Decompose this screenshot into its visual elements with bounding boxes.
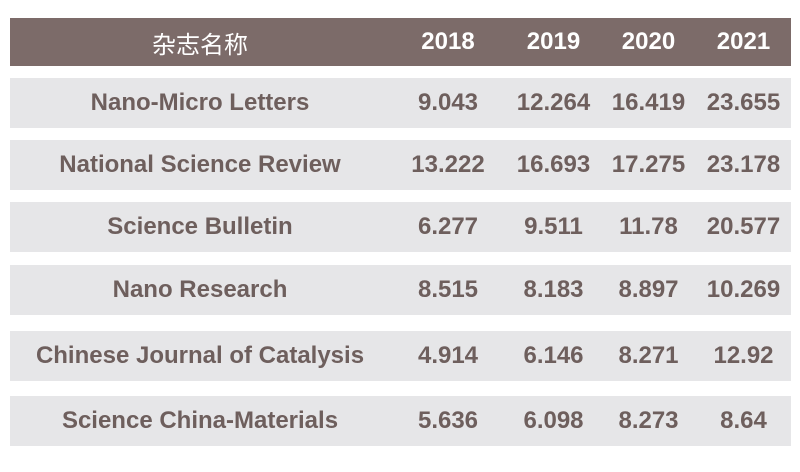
table-row: National Science Review 13.222 16.693 17… bbox=[10, 140, 791, 190]
header-year-2018: 2018 bbox=[421, 28, 475, 55]
header-journal-name: 杂志名称 bbox=[152, 31, 248, 59]
value-2018: 5.636 bbox=[417, 407, 479, 434]
header-year-2019: 2019 bbox=[526, 28, 581, 55]
journal-name: Nano Research bbox=[112, 276, 288, 303]
header-year-2021: 2021 bbox=[716, 28, 771, 55]
value-2021: 12.92 bbox=[713, 342, 774, 369]
value-2021: 23.178 bbox=[706, 151, 781, 178]
value-2018: 4.914 bbox=[417, 342, 479, 369]
value-2021: 10.269 bbox=[706, 276, 781, 303]
value-2020: 16.419 bbox=[611, 89, 686, 116]
journal-name: National Science Review bbox=[59, 151, 341, 178]
value-2021: 8.64 bbox=[720, 407, 767, 434]
header-year-2020: 2020 bbox=[621, 28, 676, 55]
journal-name: Chinese Journal of Catalysis bbox=[35, 342, 365, 369]
table-row: Science Bulletin 6.277 9.511 11.78 20.57… bbox=[10, 202, 791, 252]
value-2019: 6.146 bbox=[523, 342, 584, 369]
value-2020: 8.273 bbox=[618, 407, 679, 434]
value-2019: 9.511 bbox=[524, 213, 583, 240]
table-row: Nano-Micro Letters 9.043 12.264 16.419 2… bbox=[10, 78, 791, 128]
journal-name: Nano-Micro Letters bbox=[90, 89, 310, 116]
value-2021: 20.577 bbox=[706, 213, 781, 240]
journal-name: Science China-Materials bbox=[61, 407, 339, 434]
table-row: Chinese Journal of Catalysis 4.914 6.146… bbox=[10, 331, 791, 381]
value-2019: 8.183 bbox=[523, 276, 584, 303]
value-2018: 9.043 bbox=[417, 89, 479, 116]
table-header: 杂志名称 2018 2019 2020 2021 bbox=[10, 18, 791, 66]
journal-name: Science Bulletin bbox=[107, 213, 293, 240]
value-2019: 12.264 bbox=[516, 89, 591, 116]
value-2020: 8.897 bbox=[618, 276, 679, 303]
value-2019: 16.693 bbox=[516, 151, 591, 178]
value-2020: 17.275 bbox=[611, 151, 686, 178]
value-2021: 23.655 bbox=[706, 89, 781, 116]
value-2018: 13.222 bbox=[411, 151, 485, 178]
value-2020: 11.78 bbox=[619, 213, 678, 240]
table-row: Nano Research 8.515 8.183 8.897 10.269 bbox=[10, 265, 791, 315]
value-2018: 8.515 bbox=[417, 276, 479, 303]
value-2019: 6.098 bbox=[523, 407, 584, 434]
value-2018: 6.277 bbox=[417, 213, 479, 240]
value-2020: 8.271 bbox=[618, 342, 679, 369]
table-row: Science China-Materials 5.636 6.098 8.27… bbox=[10, 396, 791, 446]
